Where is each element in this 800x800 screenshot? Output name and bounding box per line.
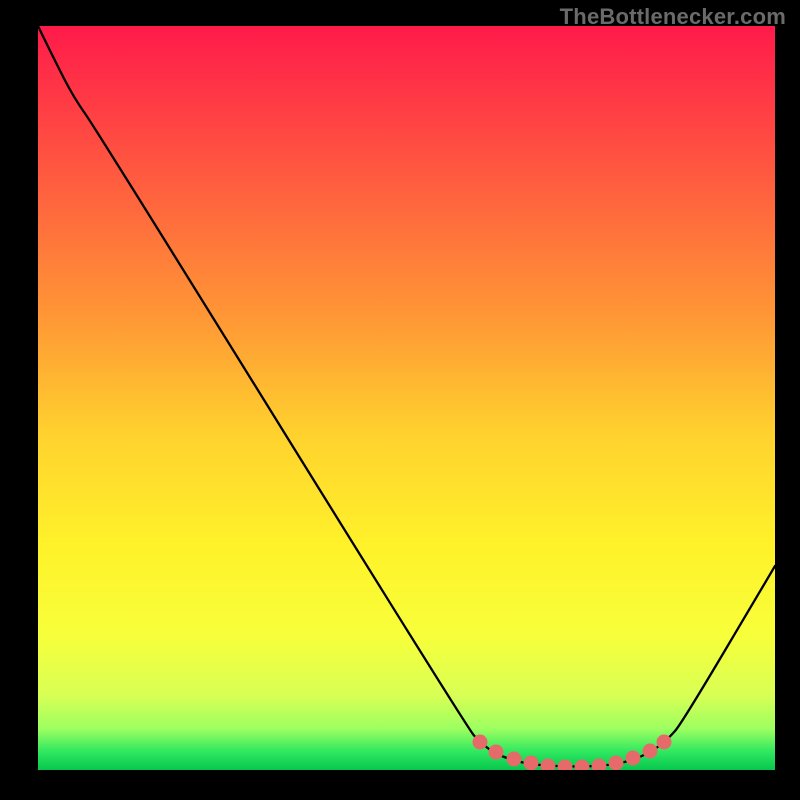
chart-plot-area (38, 26, 775, 770)
watermark-text: TheBottlenecker.com (560, 4, 786, 30)
curve-marker-dot (507, 752, 522, 767)
curve-marker-dot (609, 756, 624, 771)
curve-marker-dot (524, 756, 539, 771)
curve-marker-dot (626, 751, 641, 766)
curve-marker-dot (643, 744, 658, 759)
curve-marker-dot (473, 735, 488, 750)
chart-svg (38, 26, 775, 770)
chart-background (38, 26, 775, 770)
curve-marker-dot (657, 735, 672, 750)
curve-marker-dot (489, 745, 504, 760)
